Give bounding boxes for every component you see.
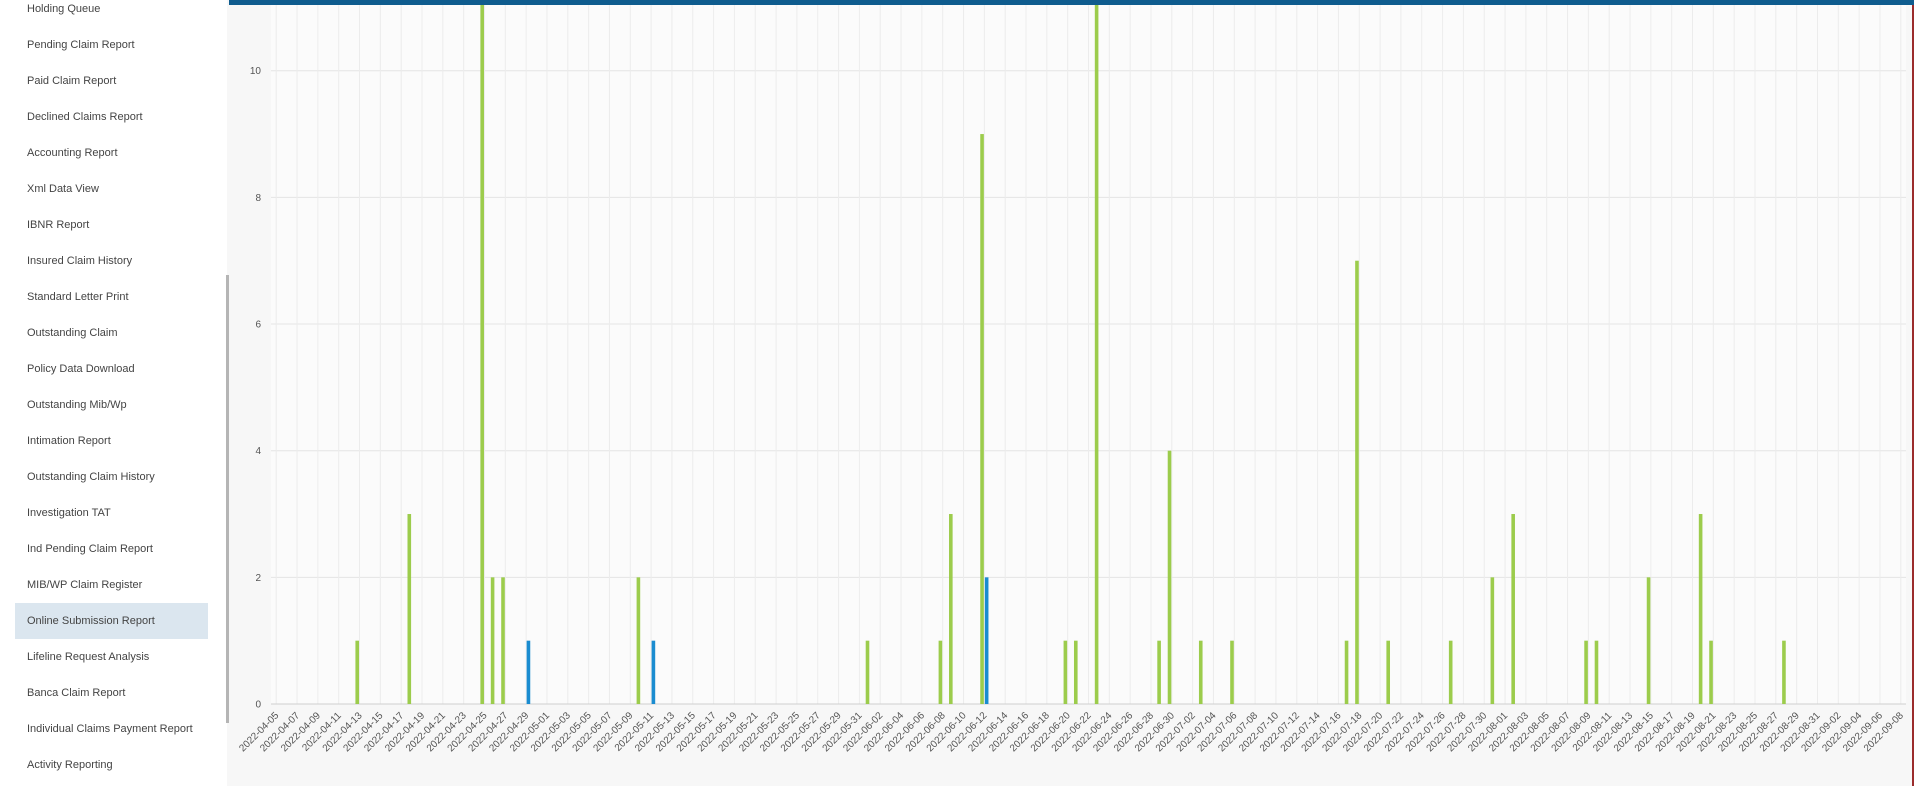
main-panel: 0 2 4 6 8 10 2022-04-05 2022-04-07 2022-04-09 202… <box>229 0 1914 786</box>
y-tick-label: 6 <box>255 320 261 331</box>
bar <box>480 5 484 704</box>
menu-item[interactable]: Accounting Report <box>27 147 118 159</box>
menu-item[interactable]: Lifeline Request Analysis <box>27 651 150 663</box>
bar <box>1073 640 1078 704</box>
bar <box>490 577 495 704</box>
bar <box>1448 640 1453 704</box>
menu-item[interactable]: Insured Claim History <box>27 255 133 267</box>
bar <box>1490 577 1495 704</box>
bar <box>526 640 531 704</box>
chart: 02468102022-04-052022-04-072022-04-09202… <box>237 0 1906 754</box>
menu-item[interactable]: Individual Claims Payment Report <box>27 723 193 735</box>
menu-item[interactable]: IBNR Report <box>27 219 90 231</box>
y-tick-label: 8 <box>255 193 261 204</box>
menu-item[interactable]: Standard Letter Print <box>27 291 129 303</box>
bar <box>1594 640 1599 704</box>
bar <box>1344 640 1349 704</box>
menu-item[interactable]: Policy Data Download <box>27 363 135 375</box>
bar <box>1584 640 1588 704</box>
menu-item[interactable]: Banca Claim Report <box>27 687 126 699</box>
menu-item[interactable]: Outstanding Claim History <box>27 471 155 483</box>
bar <box>1698 514 1703 704</box>
menu-item[interactable]: Outstanding Claim <box>27 327 118 339</box>
bar <box>938 640 943 704</box>
top-bar <box>229 0 1914 5</box>
bar <box>984 577 989 704</box>
bar <box>1094 5 1099 704</box>
bar <box>1511 514 1515 704</box>
bar <box>1063 640 1068 704</box>
bar <box>1157 640 1161 704</box>
y-tick-label: 2 <box>255 573 261 584</box>
bar <box>1646 577 1651 704</box>
bar <box>355 640 360 704</box>
bar <box>865 640 870 704</box>
y-tick-label: 0 <box>255 700 261 711</box>
bar <box>636 577 641 704</box>
bar <box>1198 640 1203 704</box>
bar <box>1355 260 1359 704</box>
bar <box>949 514 953 704</box>
scrollbar[interactable] <box>226 275 229 723</box>
bar <box>1709 640 1713 704</box>
bar <box>980 134 984 704</box>
grid <box>271 0 1906 705</box>
menu-item[interactable]: Paid Claim Report <box>27 75 117 87</box>
menu-item[interactable]: Holding Queue <box>27 3 101 15</box>
menu-item[interactable]: Investigation TAT <box>27 507 111 519</box>
bars <box>355 5 1786 704</box>
menu-item[interactable]: Ind Pending Claim Report <box>27 543 153 555</box>
bar <box>1167 450 1172 704</box>
menu-item[interactable]: Online Submission Report <box>15 603 208 639</box>
bar <box>651 640 656 704</box>
bar <box>1230 640 1234 704</box>
y-tick-label: 4 <box>255 446 261 457</box>
menu-item[interactable]: Activity Reporting <box>27 759 113 771</box>
menu-item[interactable]: Xml Data View <box>27 183 99 195</box>
menu-item[interactable]: Intimation Report <box>27 435 111 447</box>
sidebar: Holding Queue Pending Claim Report Paid Cl… <box>0 0 227 786</box>
bar <box>1386 640 1391 704</box>
menu-item[interactable]: MIB/WP Claim Register <box>27 579 143 591</box>
y-tick-label: 10 <box>250 66 262 77</box>
menu-item[interactable]: Pending Claim Report <box>27 39 135 51</box>
menu-item[interactable]: Outstanding Mib/Wp <box>27 399 127 411</box>
bar <box>1782 640 1786 704</box>
bar <box>501 577 505 704</box>
bar <box>407 514 412 704</box>
menu-item[interactable]: Declined Claims Report <box>27 111 143 123</box>
